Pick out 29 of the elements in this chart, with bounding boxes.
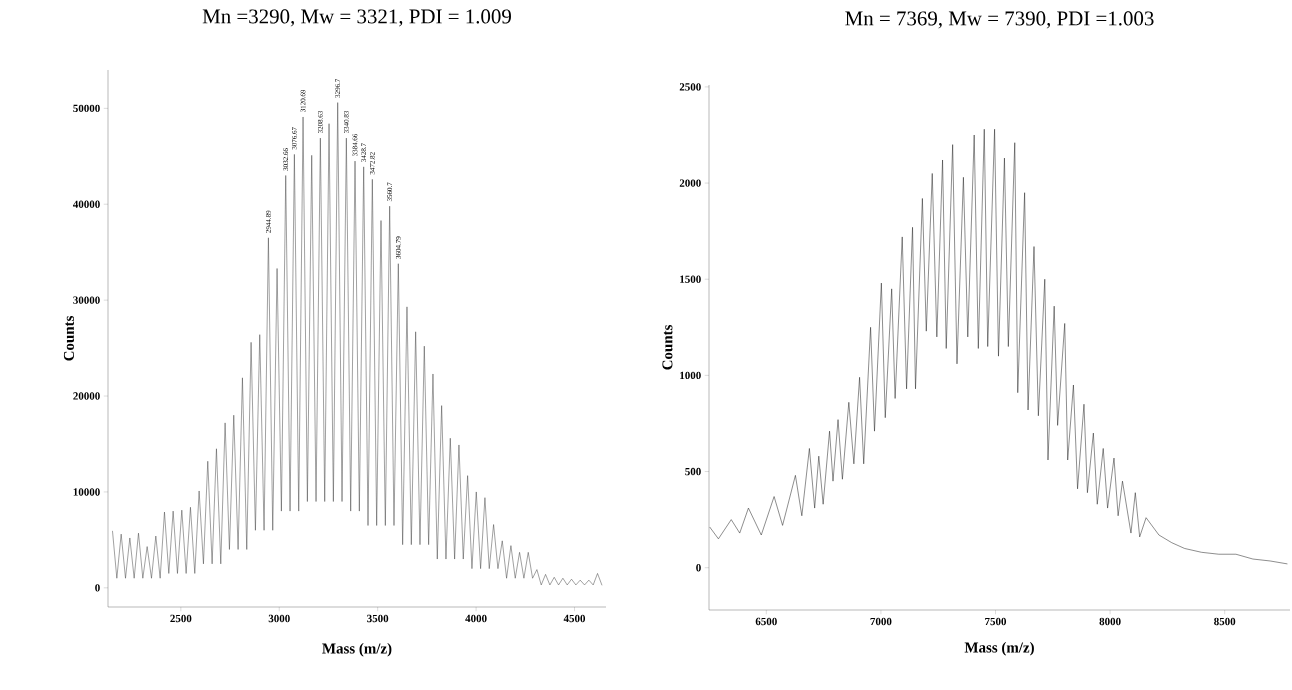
x-tick-label: 8500 [1214,617,1236,626]
x-tick-label: 3000 [268,614,290,623]
y-tick-label: 2000 [679,179,701,187]
x-axis-title: Mass (m/z) [322,643,392,657]
y-tick-label: 2500 [679,83,701,91]
y-tick-label: 1000 [680,371,701,380]
line-series [709,128,1288,565]
chart-title: Mn =3290, Mw = 3321, PDI = 1.009 [202,9,511,27]
y-tick-label: 500 [685,467,701,476]
y-tick-label: 50000 [73,104,100,113]
y-tick-label: 10000 [73,488,100,496]
y-axis-title: Counts [662,325,673,370]
y-tick-label: 0 [95,584,100,592]
y-tick-label: 30000 [73,296,100,304]
y-tick-label: 1500 [680,275,701,283]
x-tick-label: 4000 [465,614,487,623]
x-tick-label: 4500 [563,614,586,623]
y-tick-label: 20000 [73,392,100,400]
y-tick-label: 0 [696,564,701,572]
chart-title: Mn = 7369, Mw = 7390, PDI =1.003 [845,11,1154,29]
x-tick-label: 7000 [870,617,892,626]
y-axis-title: Counts [63,316,74,361]
x-tick-label: 7500 [985,617,1007,626]
x-tick-label: 2500 [170,614,192,623]
x-axis-title: Mass (m/z) [964,642,1034,656]
x-tick-label: 8000 [1099,617,1121,626]
x-tick-label: 3500 [367,614,389,623]
x-tick-label: 6500 [755,617,777,626]
y-tick-label: 40000 [72,200,100,208]
